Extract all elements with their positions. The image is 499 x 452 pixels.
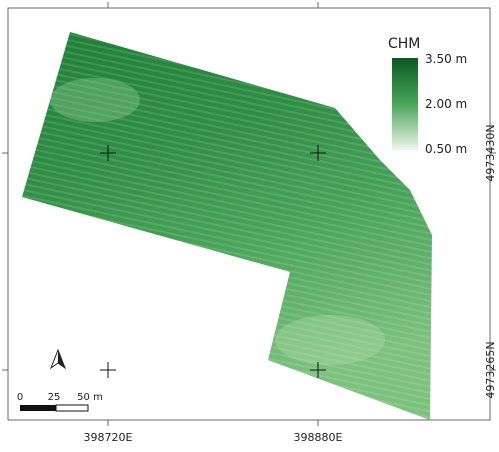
scale-label: 0 bbox=[17, 392, 23, 403]
legend-label: 2.00 m bbox=[425, 97, 467, 111]
x-coord-label: 398880E bbox=[294, 431, 343, 444]
scale-label: 50 m bbox=[77, 392, 103, 403]
legend-title: CHM bbox=[388, 36, 420, 52]
legend-label: 0.50 m bbox=[425, 142, 467, 156]
x-coord-label: 398720E bbox=[84, 431, 133, 444]
scale-bar-white bbox=[56, 405, 88, 411]
y-coord-label: 4973430N bbox=[484, 124, 497, 181]
page: {"legend": {"title": "CHM", "labels": ["… bbox=[0, 0, 499, 448]
y-coord-label: 4973265N bbox=[484, 341, 497, 398]
legend-colorbar bbox=[392, 58, 418, 150]
legend-label: 3.50 m bbox=[425, 52, 467, 66]
scale-bar-black bbox=[20, 405, 56, 411]
map: CHM 3.50 m 2.00 m 0.50 m 0 25 50 m 39872… bbox=[0, 0, 499, 448]
scale-label: 25 bbox=[48, 392, 61, 403]
